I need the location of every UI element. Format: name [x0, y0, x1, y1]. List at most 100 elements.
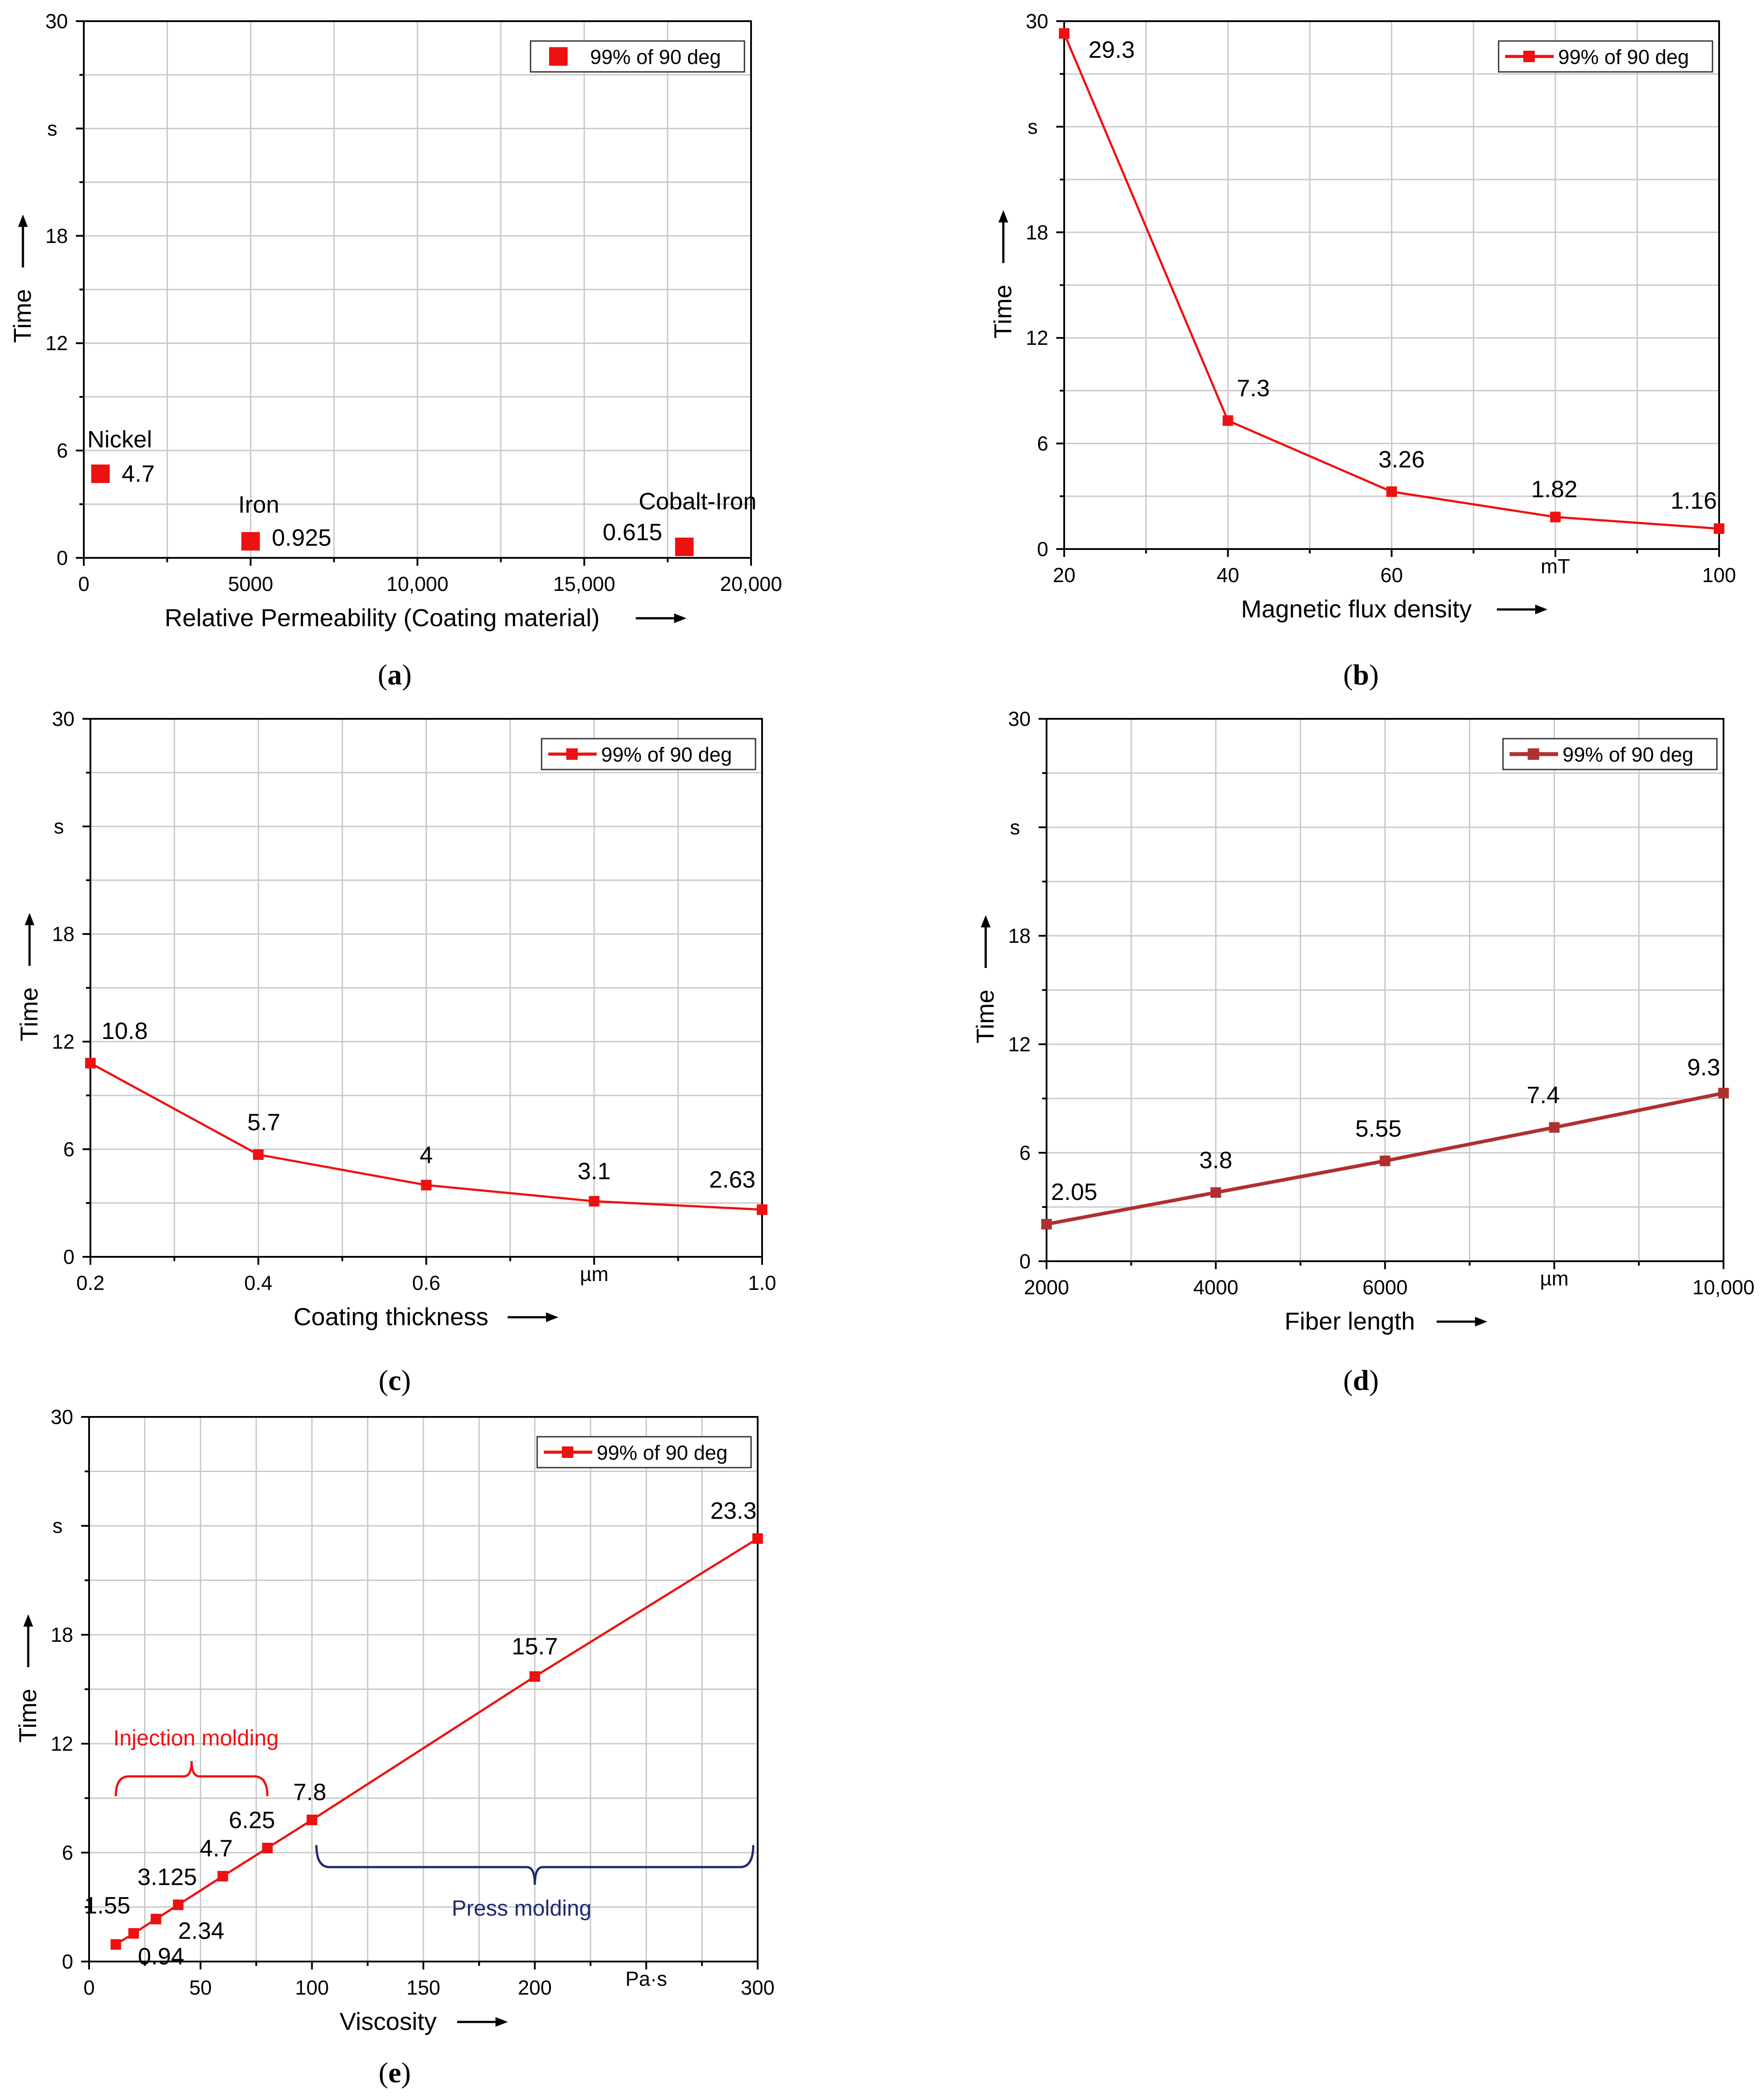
series-a: 4.7 0.925 0.615 [91, 460, 694, 557]
data-point [1549, 1122, 1560, 1133]
data-point [589, 1196, 600, 1207]
chart-panel-a: 0 5000 10,000 15,000 20,000 0 6 12 18 30 s Relative… [8, 10, 782, 691]
x-tick-label: 10,000 [1693, 1276, 1755, 1299]
legend-marker [549, 47, 568, 66]
series-c: 10.8 5.7 4 3.1 2.63 [85, 1018, 767, 1215]
x-tick-label: 200 [518, 1976, 552, 1999]
y-axis-arrow-head [998, 210, 1008, 223]
data-label: 2.34 [178, 1918, 224, 1944]
legend-label: 99% of 90 deg [590, 45, 721, 68]
x-tick-label: 2000 [1024, 1276, 1069, 1299]
y-axis-title: Time [971, 990, 999, 1043]
data-point [253, 1149, 264, 1160]
data-label: 4 [419, 1142, 433, 1168]
caption-letter: c [388, 1364, 401, 1397]
x-tick-label: 15,000 [553, 572, 615, 595]
legend: 99% of 90 deg [536, 1436, 752, 1469]
data-label: 23.3 [710, 1498, 756, 1524]
y-tick-label: 30 [51, 1405, 73, 1428]
data-point [1059, 28, 1069, 39]
x-axis-title: Fiber length [1285, 1307, 1415, 1335]
material-annotation: Cobalt-Iron [639, 488, 756, 515]
caption-close: ) [401, 2057, 411, 2089]
x-tick-label: 10,000 [386, 572, 449, 595]
x-axis-arrow-head [546, 1312, 558, 1322]
y-tick-label: 12 [45, 332, 68, 355]
data-point [1380, 1155, 1391, 1166]
panel-caption: (a) [378, 659, 412, 691]
data-label: 7.8 [293, 1779, 326, 1805]
x-axis-arrow-head [1535, 605, 1548, 614]
x-tick-label: 20,000 [720, 572, 782, 595]
data-label: 2.05 [1051, 1179, 1097, 1205]
y-tick-label: 18 [52, 923, 75, 945]
y-axis-title: Time [14, 1689, 41, 1742]
data-label: 3.125 [138, 1864, 197, 1890]
data-point [1041, 1218, 1052, 1229]
x-tick-label: 50 [189, 1976, 212, 1999]
y-tick-label: 18 [51, 1623, 73, 1646]
x-tick-label: 1.0 [748, 1271, 776, 1294]
x-tick-label: 60 [1380, 564, 1403, 587]
data-point [757, 1204, 767, 1215]
y-tick-label: 6 [56, 439, 68, 462]
y-tick-label: 12 [1026, 326, 1048, 349]
y-tick-label: 0 [62, 1950, 73, 1973]
material-annotation: Nickel [87, 426, 152, 452]
data-label: 6.25 [229, 1807, 275, 1834]
legend-marker [1523, 51, 1535, 62]
caption-open: ( [378, 1364, 388, 1397]
x-axis-title: Magnetic flux density [1241, 595, 1472, 623]
y-tick-label: 12 [51, 1732, 73, 1755]
injection-molding-brace [115, 1761, 269, 1797]
ticks [81, 1416, 759, 1969]
y-unit-label: s [52, 1514, 63, 1537]
data-point [752, 1533, 763, 1544]
caption-close: ) [401, 1364, 411, 1397]
data-label: 10.8 [101, 1018, 148, 1044]
legend-label: 99% of 90 deg [1558, 45, 1689, 68]
caption-close: ) [1369, 1364, 1379, 1397]
data-label: 7.3 [1237, 375, 1270, 402]
data-label: 29.3 [1088, 37, 1135, 63]
press-molding-brace [315, 1845, 755, 1885]
data-point [173, 1899, 184, 1910]
data-point [150, 1913, 161, 1924]
y-axis-arrow-head [23, 1614, 33, 1627]
x-tick-label: 40 [1217, 564, 1239, 587]
data-label: 3.1 [578, 1158, 611, 1185]
x-tick-label: Pa·s [625, 1967, 667, 1990]
y-tick-label: 6 [62, 1841, 73, 1864]
data-point [217, 1871, 228, 1882]
y-tick-label: 30 [45, 10, 68, 33]
y-axis-arrow-head [981, 915, 991, 927]
data-point [85, 1057, 96, 1069]
data-label: 2.63 [709, 1166, 755, 1193]
data-point [1714, 523, 1724, 534]
chart-panel-b: 20 40 60 mT 100 0 6 12 18 30 s Magnetic flux densit… [989, 10, 1736, 691]
data-label: 0.615 [603, 519, 662, 546]
y-tick-label: 30 [1008, 707, 1031, 730]
legend-label: 99% of 90 deg [601, 743, 732, 766]
x-tick-label: 300 [741, 1976, 775, 1999]
gridlines [1046, 718, 1724, 1262]
y-axis-title: Time [15, 987, 43, 1041]
data-point [421, 1180, 432, 1191]
data-point [241, 532, 260, 551]
x-tick-label: 20 [1053, 564, 1075, 587]
legend: 99% of 90 deg [541, 738, 756, 770]
legend-marker [1528, 748, 1539, 760]
injection-molding-label: Injection molding [113, 1726, 279, 1750]
ticks [76, 20, 752, 566]
y-axis-title: Time [989, 284, 1017, 338]
x-tick-label: 150 [407, 1976, 441, 1999]
gridlines [90, 718, 763, 1258]
x-axis-arrow-head [1475, 1317, 1488, 1327]
y-tick-label: 18 [1026, 221, 1048, 244]
caption-open: ( [378, 2057, 388, 2089]
chart-panel-d: 2000 4000 6000 µm 10,000 0 6 12 18 30 s Fiber lengt… [971, 707, 1754, 1397]
ticks [1056, 20, 1720, 557]
caption-close: ) [402, 659, 412, 691]
y-tick-label: 6 [1037, 432, 1048, 455]
